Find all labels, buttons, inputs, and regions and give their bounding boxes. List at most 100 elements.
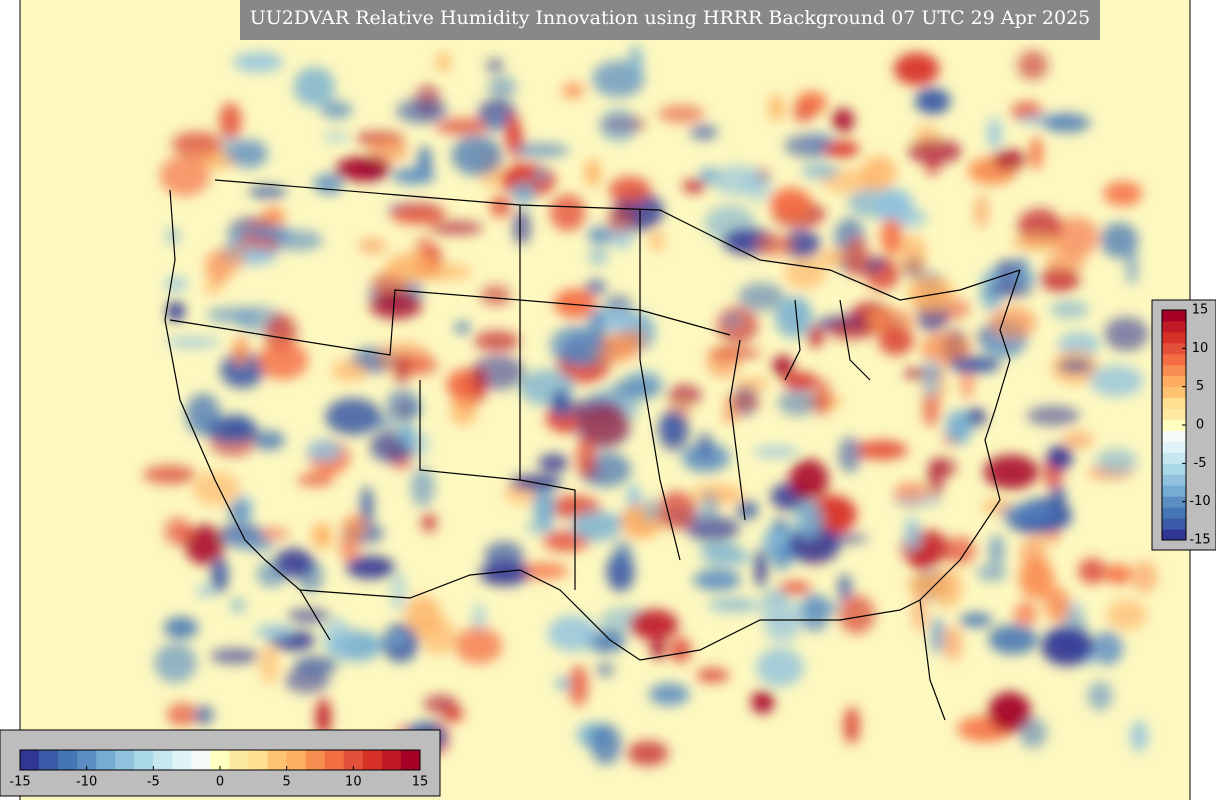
field-blob: [576, 436, 596, 477]
field-blob: [322, 131, 350, 143]
field-blob: [504, 113, 522, 150]
field-blob: [421, 513, 437, 532]
field-blob: [538, 453, 569, 473]
field-blob: [1040, 266, 1080, 293]
south-border: [299, 569, 921, 661]
colorbar-band: [77, 750, 97, 770]
field-blob: [988, 534, 1005, 567]
field-blob: [165, 276, 188, 293]
field-blob: [154, 642, 197, 683]
field-blob: [587, 247, 609, 266]
field-blob: [338, 535, 360, 561]
colorbar-band: [58, 750, 78, 770]
field-blob: [925, 162, 939, 175]
field-blob: [976, 563, 1008, 582]
field-blob: [768, 94, 785, 122]
colorbar-tick-label: -15: [9, 775, 30, 790]
field-blob: [657, 104, 705, 124]
field-blob: [831, 108, 855, 133]
field-blob: [360, 485, 374, 527]
colorbar-band: [210, 750, 231, 770]
field-blob: [1106, 599, 1148, 631]
colorbar-band: [1162, 386, 1186, 399]
field-blob: [983, 454, 1039, 490]
colorbar-band: [381, 750, 402, 770]
field-blob: [844, 236, 870, 277]
colorbar-band: [343, 750, 364, 770]
field-blob: [693, 568, 742, 591]
field-blob: [1050, 300, 1089, 320]
field-blob: [988, 691, 1032, 733]
field-blob: [754, 548, 767, 588]
field-blob: [232, 337, 249, 366]
colorbar-band: [1162, 320, 1186, 333]
field-blob: [1104, 564, 1132, 585]
field-blob: [549, 194, 586, 232]
field-blob: [826, 318, 877, 340]
field-blob: [945, 409, 973, 445]
field-blob: [772, 545, 792, 572]
field-blob: [1016, 254, 1030, 288]
field-blob: [436, 51, 451, 73]
field-blob: [590, 723, 622, 765]
field-blob: [649, 229, 665, 252]
field-blob: [202, 282, 223, 294]
field-blob: [791, 105, 816, 123]
field-blob: [206, 415, 258, 443]
field-blob: [143, 465, 197, 485]
colorbar-tick-label: -15: [1189, 533, 1210, 548]
field-blob: [533, 486, 555, 528]
field-blob: [823, 140, 860, 158]
field-blob: [612, 538, 633, 568]
field-blob: [974, 193, 989, 229]
field-blob: [904, 516, 920, 552]
field-blob: [553, 288, 596, 319]
field-blob: [599, 108, 637, 142]
field-blob: [555, 676, 571, 691]
field-blob: [880, 217, 903, 256]
great-lakes: [784, 299, 871, 381]
colorbar-band: [1162, 474, 1186, 486]
field-blob: [369, 290, 423, 320]
field-blob: [345, 555, 395, 579]
field-blob: [756, 233, 794, 257]
field-blob: [1125, 246, 1139, 286]
field-blob: [450, 396, 477, 426]
colorbar-tick-label: -10: [76, 775, 97, 790]
field-blob: [410, 466, 435, 508]
field-blob: [220, 522, 263, 549]
field-blob: [689, 124, 719, 140]
colorbar-band: [20, 750, 40, 770]
colorbar-band: [1162, 353, 1186, 366]
colorbar-band: [1162, 375, 1186, 388]
field-blob: [987, 282, 1034, 298]
colorbar-band: [1162, 463, 1186, 475]
field-blob: [1018, 558, 1055, 600]
field-blob: [390, 203, 446, 225]
field-blob: [306, 439, 343, 463]
field-blob: [315, 698, 332, 737]
field-blob: [185, 393, 221, 436]
field-blob: [708, 598, 760, 612]
colorbar-band: [267, 750, 288, 770]
field-blob: [358, 238, 387, 254]
field-blob: [210, 648, 260, 664]
field-blob: [999, 503, 1056, 522]
field-blob: [893, 52, 940, 86]
field-blob: [387, 632, 406, 644]
field-blob: [843, 706, 860, 745]
field-blob: [392, 167, 436, 185]
field-blob: [716, 306, 759, 344]
field-blob: [682, 179, 707, 193]
field-blob: [777, 388, 819, 417]
colorbar-tick-label: 10: [345, 775, 362, 790]
field-blob: [899, 235, 927, 276]
field-blob: [1011, 236, 1064, 251]
field-blob: [1100, 222, 1139, 259]
field-blob: [394, 352, 410, 387]
field-blob: [233, 52, 284, 73]
border-line: [169, 289, 731, 356]
field-blob: [920, 332, 971, 366]
field-blob: [770, 187, 812, 220]
field-blob: [784, 133, 835, 158]
